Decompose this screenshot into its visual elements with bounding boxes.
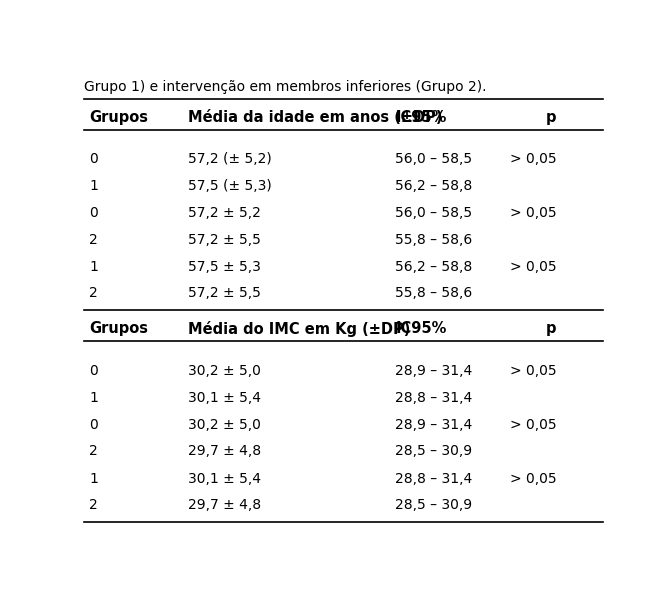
Text: 1: 1: [89, 391, 98, 404]
Text: 30,2 ± 5,0: 30,2 ± 5,0: [188, 364, 261, 378]
Text: 2: 2: [89, 498, 98, 512]
Text: 56,0 – 58,5: 56,0 – 58,5: [395, 152, 472, 167]
Text: IC95%: IC95%: [395, 110, 447, 125]
Text: Grupo 1) e intervenção em membros inferiores (Grupo 2).: Grupo 1) e intervenção em membros inferi…: [84, 80, 486, 94]
Text: 28,5 – 30,9: 28,5 – 30,9: [395, 444, 472, 458]
Text: 29,7 ± 4,8: 29,7 ± 4,8: [188, 444, 261, 458]
Text: > 0,05: > 0,05: [510, 471, 556, 486]
Text: 55,8 – 58,6: 55,8 – 58,6: [395, 286, 472, 300]
Text: Grupos: Grupos: [89, 321, 148, 336]
Text: 2: 2: [89, 232, 98, 247]
Text: 0: 0: [89, 418, 98, 432]
Text: Média da idade em anos (±DP): Média da idade em anos (±DP): [188, 110, 442, 125]
Text: 2: 2: [89, 444, 98, 458]
Text: 57,2 ± 5,5: 57,2 ± 5,5: [188, 286, 261, 300]
Text: > 0,05: > 0,05: [510, 206, 556, 220]
Text: 1: 1: [89, 179, 98, 193]
Text: > 0,05: > 0,05: [510, 152, 556, 167]
Text: 30,2 ± 5,0: 30,2 ± 5,0: [188, 418, 261, 432]
Text: IC95%: IC95%: [395, 321, 447, 336]
Text: 28,8 – 31,4: 28,8 – 31,4: [395, 391, 472, 404]
Text: > 0,05: > 0,05: [510, 418, 556, 432]
Text: 55,8 – 58,6: 55,8 – 58,6: [395, 232, 472, 247]
Text: 57,2 ± 5,2: 57,2 ± 5,2: [188, 206, 261, 220]
Text: 28,8 – 31,4: 28,8 – 31,4: [395, 471, 472, 486]
Text: 0: 0: [89, 364, 98, 378]
Text: 29,7 ± 4,8: 29,7 ± 4,8: [188, 498, 261, 512]
Text: > 0,05: > 0,05: [510, 364, 556, 378]
Text: 30,1 ± 5,4: 30,1 ± 5,4: [188, 391, 261, 404]
Text: 2: 2: [89, 286, 98, 300]
Text: 1: 1: [89, 471, 98, 486]
Text: Média do IMC em Kg (±DP): Média do IMC em Kg (±DP): [188, 321, 410, 337]
Text: 57,2 (± 5,2): 57,2 (± 5,2): [188, 152, 271, 167]
Text: 0: 0: [89, 206, 98, 220]
Text: 1: 1: [89, 260, 98, 274]
Text: 0: 0: [89, 152, 98, 167]
Text: 57,5 (± 5,3): 57,5 (± 5,3): [188, 179, 271, 193]
Text: 56,2 – 58,8: 56,2 – 58,8: [395, 260, 472, 274]
Text: 28,9 – 31,4: 28,9 – 31,4: [395, 418, 472, 432]
Text: p: p: [546, 110, 556, 125]
Text: 30,1 ± 5,4: 30,1 ± 5,4: [188, 471, 261, 486]
Text: 57,2 ± 5,5: 57,2 ± 5,5: [188, 232, 261, 247]
Text: 28,9 – 31,4: 28,9 – 31,4: [395, 364, 472, 378]
Text: 56,0 – 58,5: 56,0 – 58,5: [395, 206, 472, 220]
Text: 57,5 ± 5,3: 57,5 ± 5,3: [188, 260, 261, 274]
Text: 56,2 – 58,8: 56,2 – 58,8: [395, 179, 472, 193]
Text: > 0,05: > 0,05: [510, 260, 556, 274]
Text: Grupos: Grupos: [89, 110, 148, 125]
Text: p: p: [546, 321, 556, 336]
Text: 28,5 – 30,9: 28,5 – 30,9: [395, 498, 472, 512]
